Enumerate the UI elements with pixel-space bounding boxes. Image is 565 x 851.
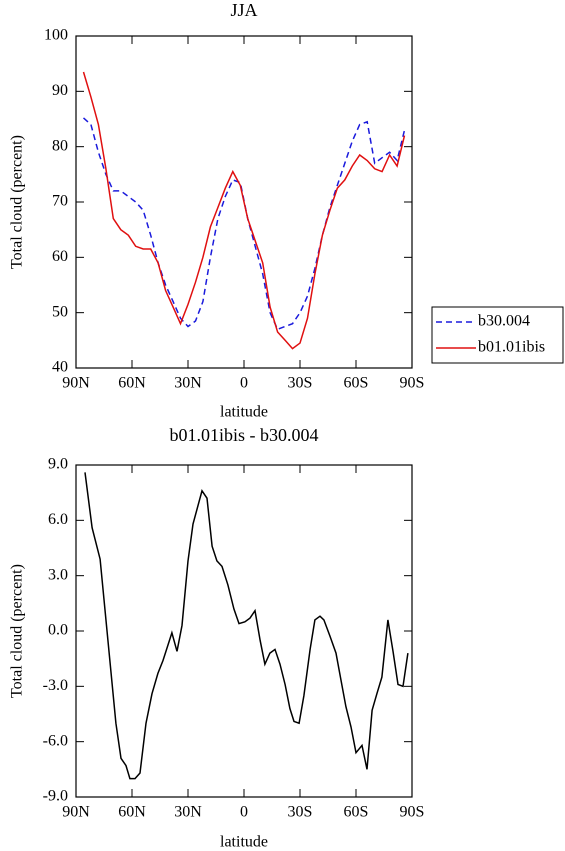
y-axis-label: Total cloud (percent) [9,135,26,269]
chart-title: b01.01ibis - b30.004 [169,425,318,445]
x-axis-label: latitude [220,834,268,851]
x-tick-label: 30N [174,804,202,821]
line-series [82,71,406,350]
legend-box [431,306,564,364]
legend-label: b01.01ibis [478,339,545,356]
y-tick-label: 0.0 [48,622,68,639]
y-tick-label: 6.0 [48,511,68,528]
y-tick-label: 100 [44,27,68,44]
x-tick-label: 90S [400,804,425,821]
y-tick-label: 40 [52,359,68,376]
y-tick-label: -6.0 [43,732,68,749]
line-series [83,117,406,331]
x-tick-label: 60N [118,375,146,392]
chart-title: JJA [230,0,257,20]
x-tick-label: 30N [174,375,202,392]
y-tick-label: -9.0 [43,788,68,805]
x-tick-label: 60S [344,804,369,821]
y-tick-label: 60 [52,248,68,265]
legend-label: b30.004 [478,313,530,330]
y-tick-label: 50 [52,303,68,320]
x-tick-label: 60N [118,804,146,821]
y-tick-label: 9.0 [48,456,68,473]
plot-frame [75,464,413,798]
y-tick-label: -3.0 [43,677,68,694]
x-tick-label: 90S [400,375,425,392]
x-tick-label: 90N [62,804,90,821]
x-axis-label: latitude [220,404,268,421]
line-series [84,472,409,780]
y-tick-label: 70 [52,193,68,210]
y-axis-label: Total cloud (percent) [9,564,26,698]
y-tick-label: 3.0 [48,566,68,583]
x-tick-label: 0 [240,375,248,392]
x-tick-label: 30S [288,375,313,392]
x-tick-label: 90N [62,375,90,392]
y-tick-label: 90 [52,82,68,99]
x-tick-label: 30S [288,804,313,821]
x-tick-label: 0 [240,804,248,821]
y-tick-label: 80 [52,137,68,154]
x-tick-label: 60S [344,375,369,392]
